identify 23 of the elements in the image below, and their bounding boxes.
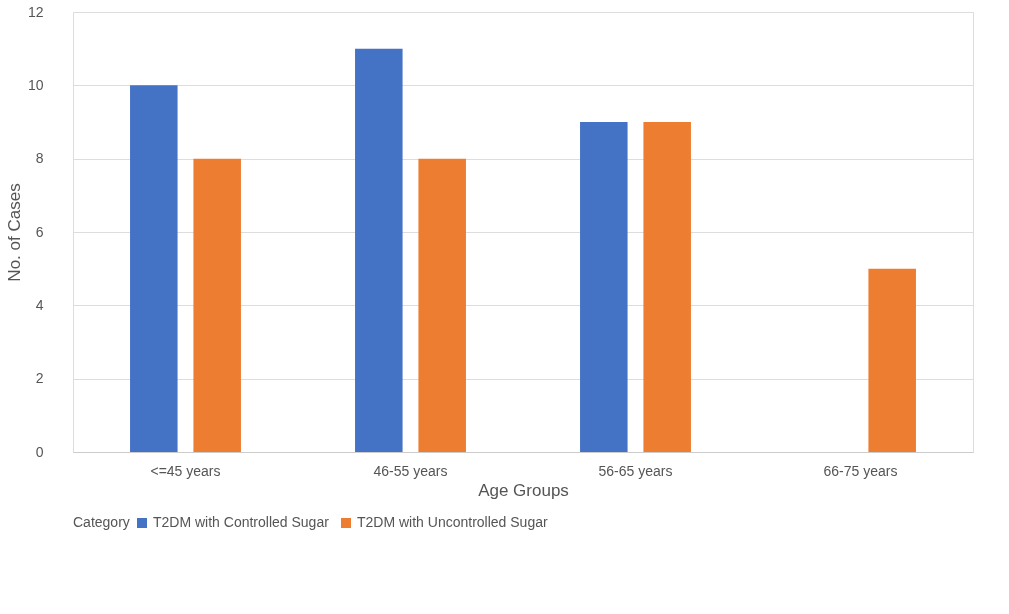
y-tick-label: 10 <box>27 76 44 93</box>
legend-title: Category <box>73 514 130 530</box>
y-tick-label: 8 <box>35 150 44 167</box>
legend-label: T2DM with Uncontrolled Sugar <box>357 514 548 530</box>
y-tick-label: 4 <box>35 296 44 313</box>
bar <box>868 268 916 452</box>
bar <box>355 48 403 452</box>
legend-label: T2DM with Controlled Sugar <box>153 514 330 530</box>
x-tick-label: 56-65 years <box>598 462 673 479</box>
y-tick-label: 12 <box>27 3 44 20</box>
y-tick-label: 2 <box>35 370 44 387</box>
y-axis-title: No. of Cases <box>4 183 24 282</box>
x-tick-label: 66-75 years <box>823 462 898 479</box>
bar <box>580 122 628 452</box>
x-axis-title: Age Groups <box>478 480 569 500</box>
bar <box>418 158 466 452</box>
y-tick-label: 6 <box>35 223 44 240</box>
y-tick-label: 0 <box>35 443 44 460</box>
bar <box>130 85 178 452</box>
bar <box>193 158 241 452</box>
x-tick-label: 46-55 years <box>373 462 448 479</box>
x-tick-label: <=45 years <box>150 462 221 479</box>
bar <box>643 122 691 452</box>
